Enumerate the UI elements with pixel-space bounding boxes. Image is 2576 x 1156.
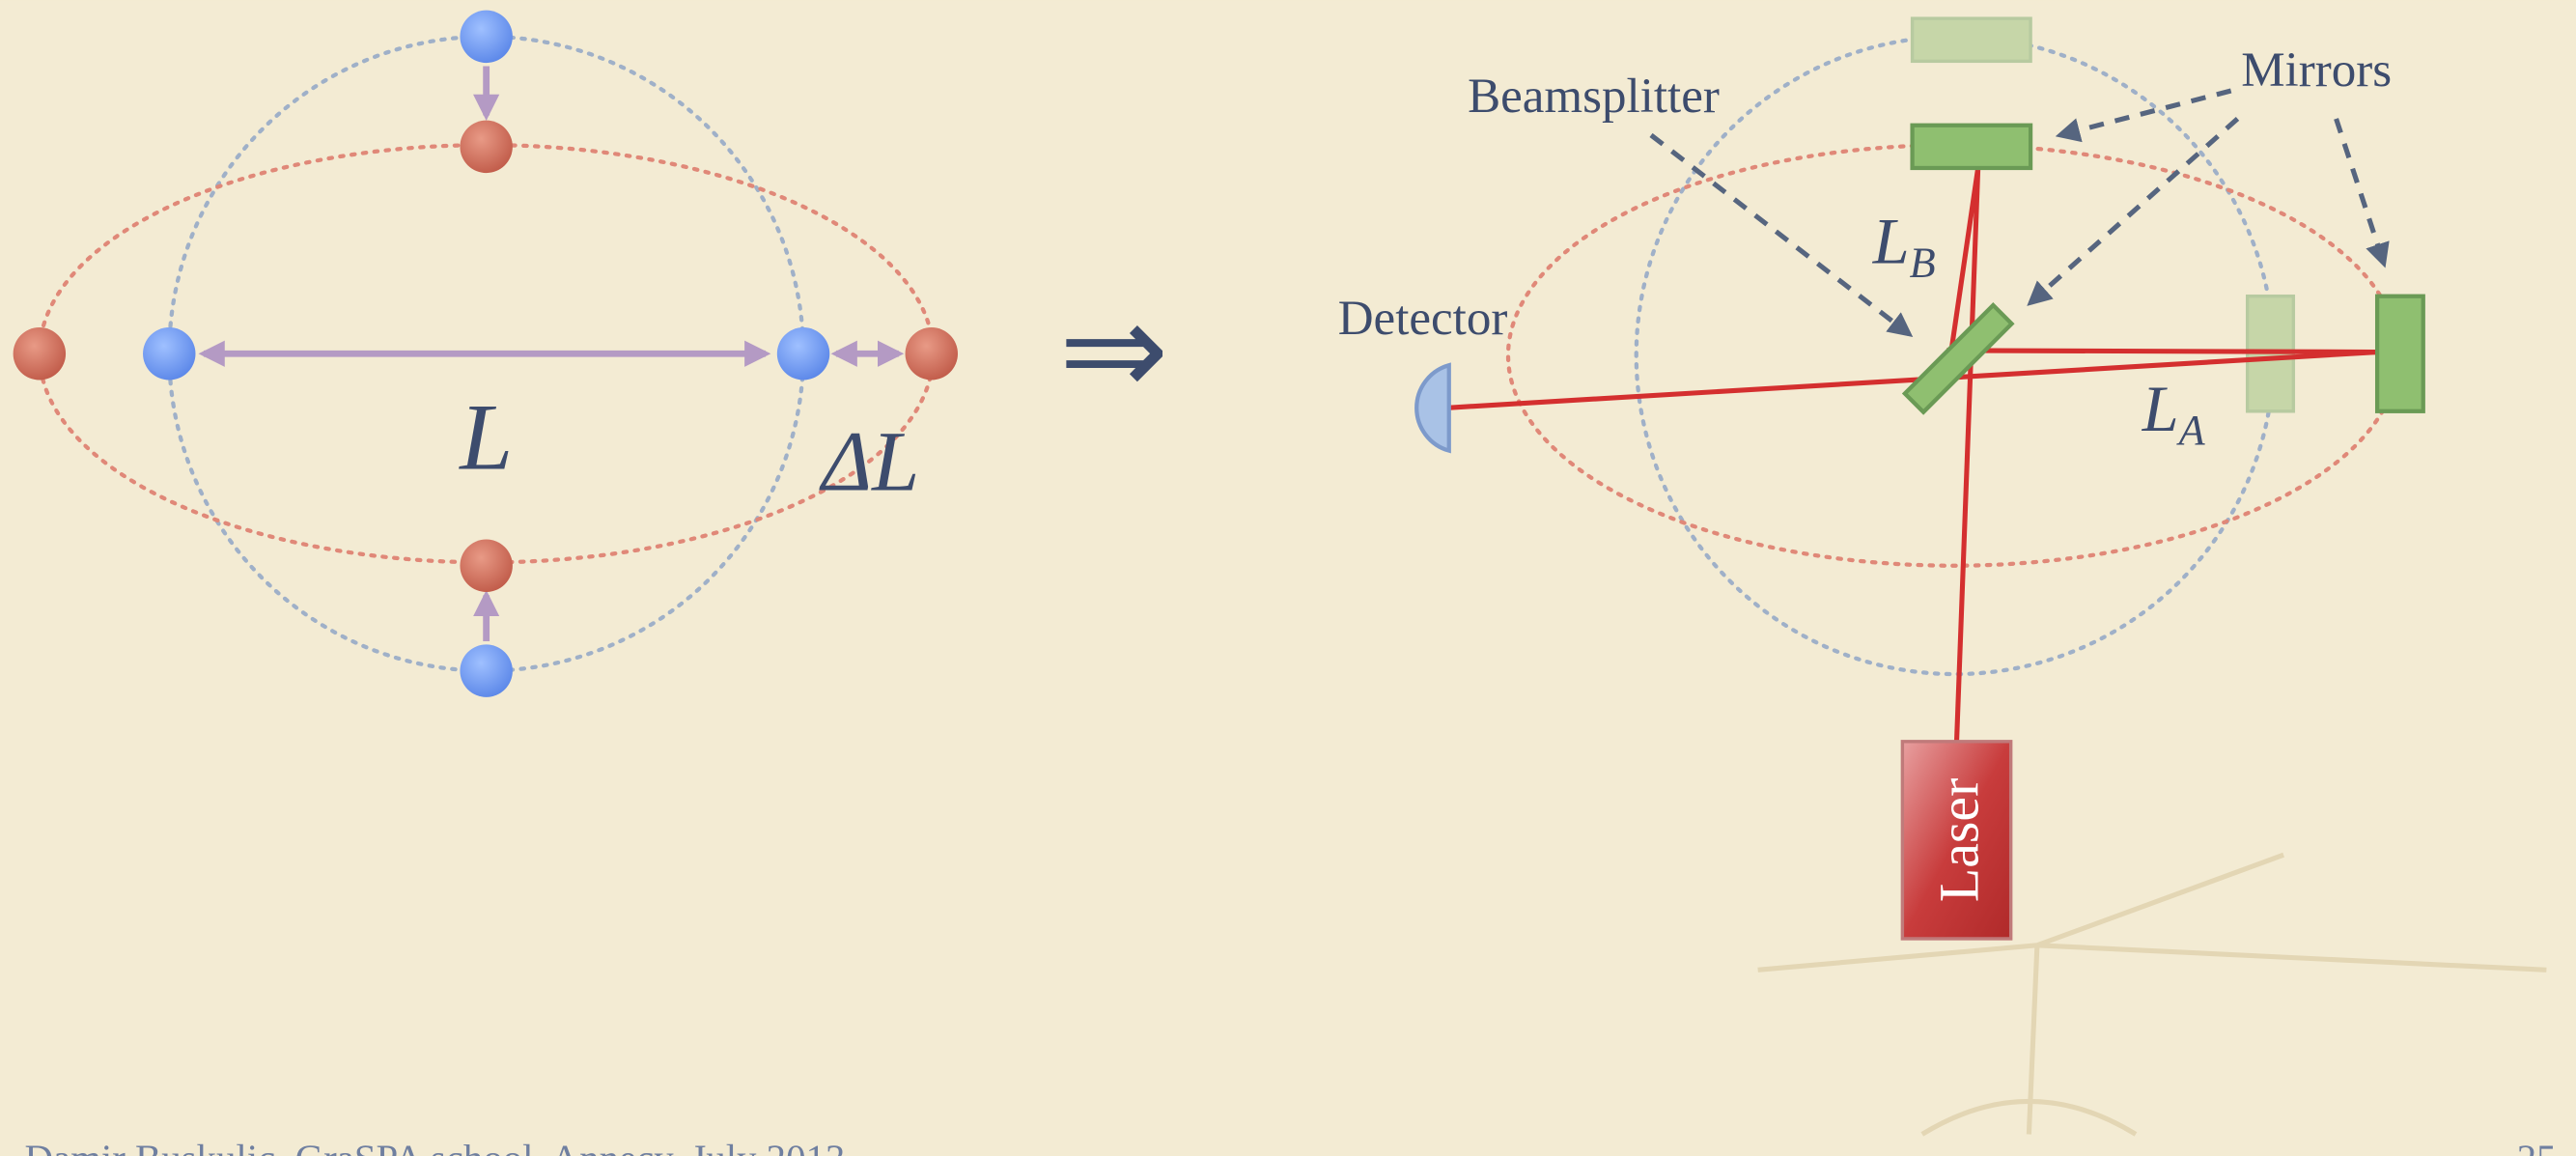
beamsplitter-label: Beamsplitter: [1468, 70, 1720, 124]
arm-b-label: LB: [1872, 205, 1936, 287]
beamsplitter: [1901, 301, 2015, 415]
mirrors-label: Mirrors: [2241, 43, 2392, 98]
mirror-top: [1910, 123, 2033, 171]
detector-label: Detector: [1338, 292, 1508, 346]
sketch: [1757, 852, 2547, 1137]
red-dots: [13, 120, 958, 592]
arrows: [198, 66, 905, 642]
pointer-arrows: [1649, 88, 2390, 337]
implies-arrow: ⇒: [1059, 279, 1169, 424]
mirror-ghost-top: [1910, 16, 2032, 64]
laser: [1900, 740, 2013, 941]
left-diagram: L ΔL: [13, 10, 958, 697]
right-diagram: Laser Beamsplitter Mirrors Detector LB L…: [1338, 16, 2425, 941]
delta-label: ΔL: [819, 414, 919, 509]
mirror-right: [2374, 294, 2425, 413]
length-label: L: [458, 384, 513, 490]
page-number: 25: [2517, 1138, 2557, 1156]
laser-label: Laser: [1928, 778, 1991, 902]
arm-a-label: LA: [2142, 372, 2206, 454]
detector: [1414, 362, 1451, 454]
footer: Damir Buskulic, GraSPA school, Annecy, J…: [25, 1138, 846, 1156]
blue-dots: [143, 10, 830, 697]
